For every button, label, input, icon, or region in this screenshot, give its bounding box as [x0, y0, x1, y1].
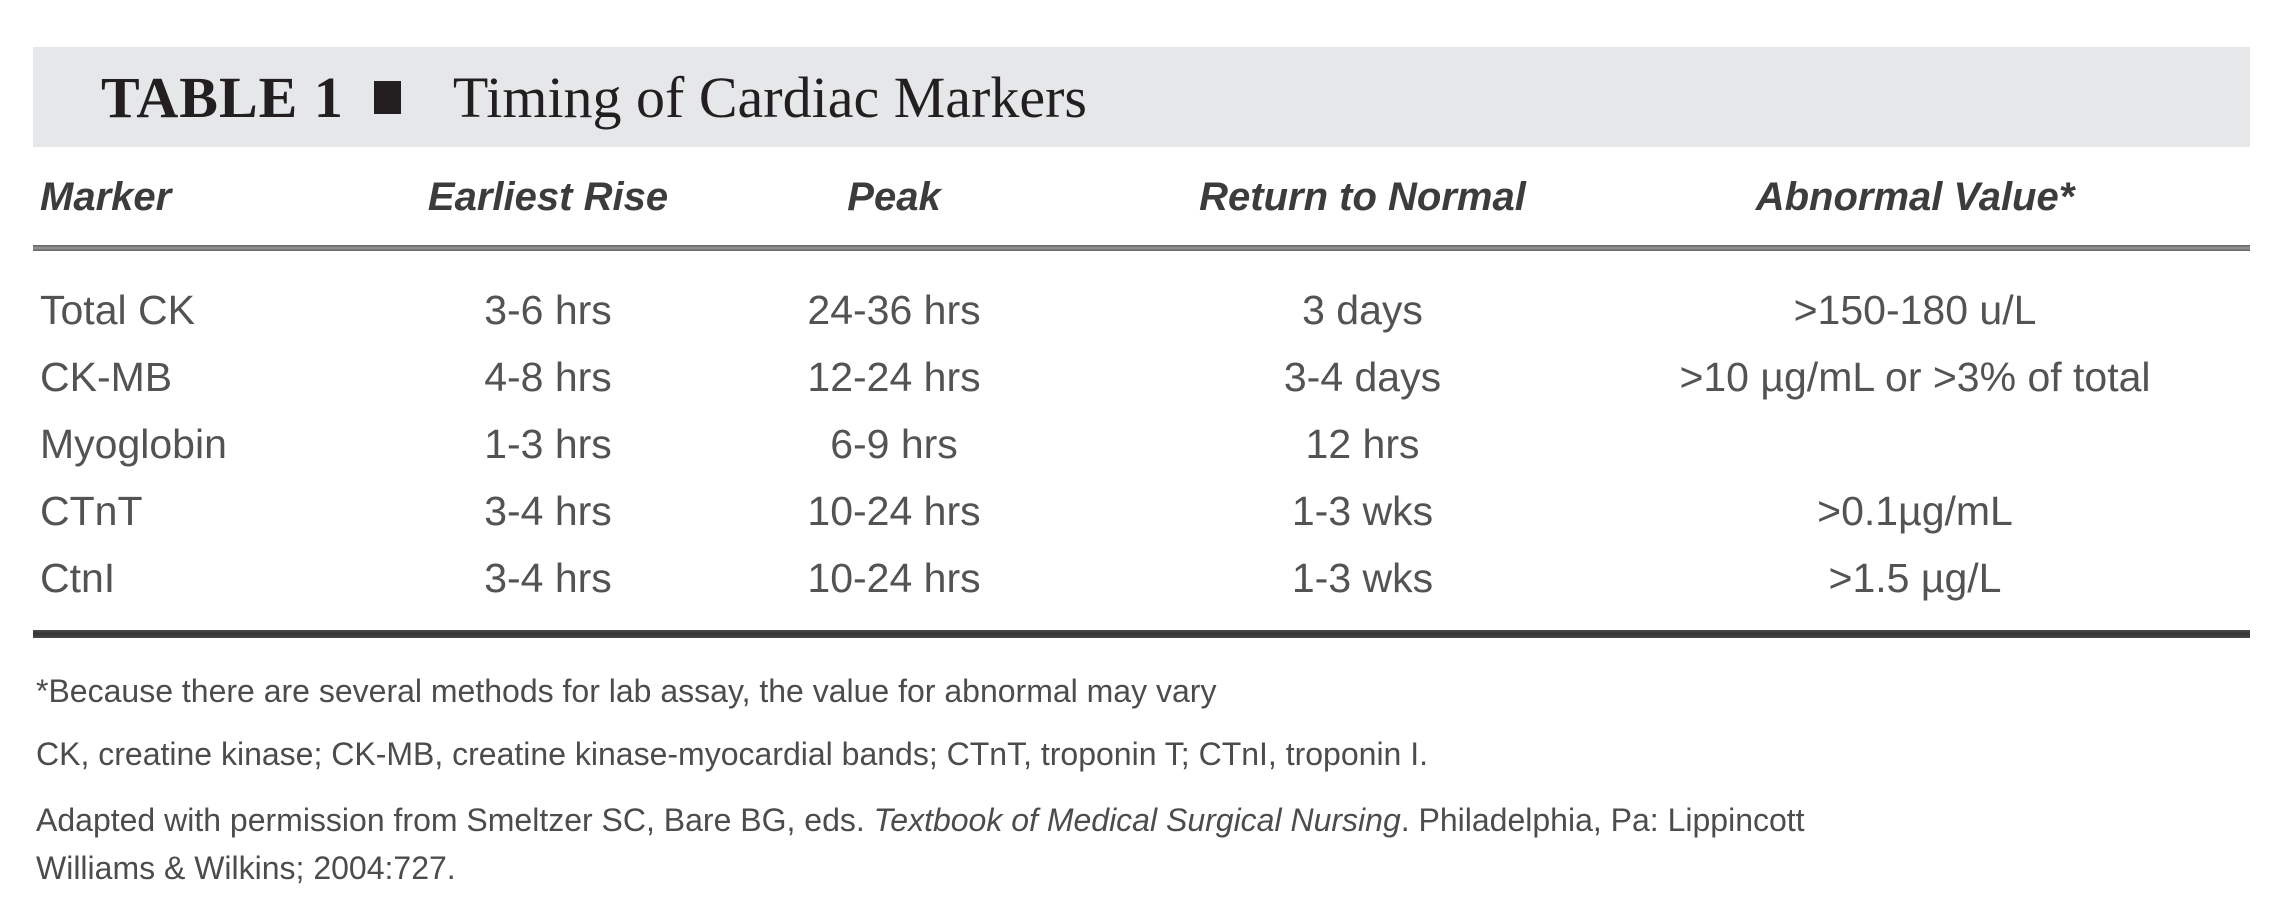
cell-earliest-rise: 3-4 hrs: [484, 488, 612, 534]
column-header-earliest-rise: Earliest Rise: [427, 175, 669, 219]
square-bullet-icon: [373, 80, 401, 114]
table-row-ck-mb: CK-MB 4-8 hrs 12-24 hrs 3-4 days >10 µg/…: [33, 344, 2160, 411]
cell-abnormal-value: >10 µg/mL or >3% of total: [1679, 354, 2151, 400]
footnote-source-citation: Adapted with permission from Smeltzer SC…: [36, 796, 2256, 892]
table-body: Total CK 3-6 hrs 24-36 hrs 3 days >150-1…: [33, 277, 2160, 612]
cell-earliest-rise: 3-6 hrs: [484, 287, 612, 333]
source-middle: . Philadelphia, Pa: Lippincott: [1400, 802, 1805, 838]
table-row-total-ck: Total CK 3-6 hrs 24-36 hrs 3 days >150-1…: [33, 277, 2160, 344]
table-title-bar: TABLE 1 Timing of Cardiac Markers: [33, 47, 2250, 147]
cell-return-to-normal: 3-4 days: [1283, 354, 1442, 400]
cell-marker: CK-MB: [40, 354, 173, 400]
cell-peak: 24-36 hrs: [807, 287, 981, 333]
cell-abnormal-value: >150-180 u/L: [1793, 287, 2037, 333]
table-row-myoglobin: Myoglobin 1-3 hrs 6-9 hrs 12 hrs: [33, 411, 2160, 478]
cell-return-to-normal: 12 hrs: [1305, 421, 1420, 467]
table-number-label: TABLE 1: [101, 64, 344, 130]
cell-return-to-normal: 3 days: [1302, 287, 1423, 333]
cell-earliest-rise: 4-8 hrs: [484, 354, 612, 400]
table-title: Timing of Cardiac Markers: [452, 64, 1087, 130]
footnote-abbreviations: CK, creatine kinase; CK-MB, creatine kin…: [36, 736, 1429, 772]
source-line2: Williams & Wilkins; 2004:727.: [36, 850, 456, 886]
cell-abnormal-value: >0.1µg/mL: [1817, 488, 2013, 534]
cell-peak: 10-24 hrs: [807, 555, 981, 601]
cell-abnormal-value: [1670, 411, 2160, 478]
cell-marker: Myoglobin: [40, 421, 227, 467]
cell-abnormal-value: >1.5 µg/L: [1828, 555, 2002, 601]
column-header-return-to-normal: Return to Normal: [1199, 175, 1526, 219]
table-row-ctnt: CTnT 3-4 hrs 10-24 hrs 1-3 wks >0.1µg/mL: [33, 478, 2160, 545]
cell-earliest-rise: 3-4 hrs: [484, 555, 612, 601]
source-title-italic: Textbook of Medical Surgical Nursing: [873, 802, 1401, 838]
header-divider-line: [33, 245, 2250, 251]
cell-peak: 10-24 hrs: [807, 488, 981, 534]
column-header-row: Marker Earliest Rise Peak Return to Norm…: [33, 166, 2160, 228]
cell-return-to-normal: 1-3 wks: [1291, 555, 1434, 601]
cell-marker: CtnI: [40, 555, 116, 601]
source-prefix: Adapted with permission from Smeltzer SC…: [36, 802, 874, 838]
column-header-marker: Marker: [40, 175, 172, 219]
column-header-peak: Peak: [847, 175, 941, 219]
table-row-ctni: CtnI 3-4 hrs 10-24 hrs 1-3 wks >1.5 µg/L: [33, 545, 2160, 612]
column-header-abnormal-value: Abnormal Value*: [1755, 175, 2075, 219]
cell-marker: Total CK: [40, 287, 195, 333]
cell-peak: 12-24 hrs: [807, 354, 981, 400]
footnote-abnormal-variability: *Because there are several methods for l…: [36, 673, 1217, 709]
cell-earliest-rise: 1-3 hrs: [484, 421, 612, 467]
cell-peak: 6-9 hrs: [830, 421, 958, 467]
table-bottom-line: [33, 630, 2250, 638]
cell-return-to-normal: 1-3 wks: [1291, 488, 1434, 534]
cell-marker: CTnT: [40, 488, 143, 534]
